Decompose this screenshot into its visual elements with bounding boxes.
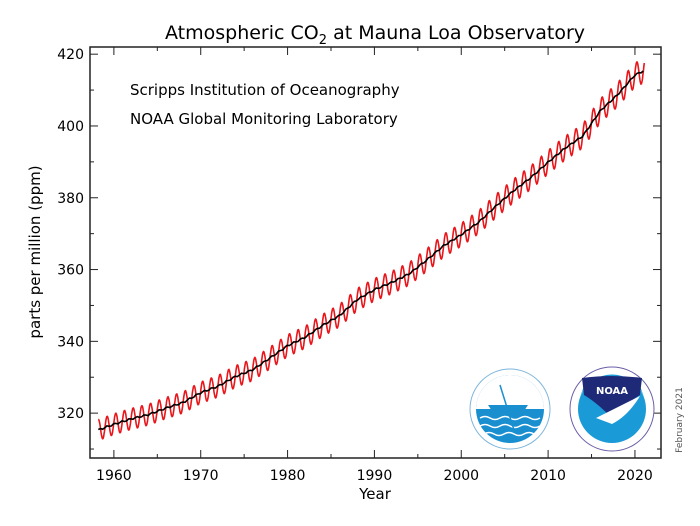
trend-co2-line: [97, 70, 644, 431]
plot-area: 1960 1970 1980 1990 2000 2010 2020 320 340 360 380…: [57, 46, 662, 484]
y-tick-label: 360: [57, 263, 84, 279]
y-tick-label: 340: [57, 334, 84, 350]
x-tick-label: 2020: [617, 468, 653, 484]
x-tick-label: 1980: [270, 468, 306, 484]
y-tick-label: 320: [57, 406, 84, 422]
x-axis-label: Year: [358, 485, 392, 503]
x-tick-label: 1960: [96, 468, 132, 484]
date-note: February 2021: [675, 387, 685, 453]
y-axis-label: parts per million (ppm): [26, 165, 44, 338]
x-tick-label: 1990: [357, 468, 393, 484]
x-tick-label: 2000: [443, 468, 479, 484]
x-tick-label: 2010: [530, 468, 566, 484]
annotation-noaa: NOAA Global Monitoring Laboratory: [130, 110, 398, 128]
y-tick-label: 400: [57, 119, 84, 135]
y-tick-label: 380: [57, 191, 84, 207]
svg-text:NOAA: NOAA: [596, 386, 628, 397]
y-tick-label: 420: [57, 47, 84, 63]
x-tick-label: 1970: [183, 468, 219, 484]
scripps-logo: [469, 368, 551, 450]
noaa-logo: NOAA: [569, 366, 655, 452]
monthly-co2-line: [97, 60, 646, 440]
annotation-scripps: Scripps Institution of Oceanography: [130, 81, 400, 99]
plot-frame: [89, 46, 662, 459]
chart-title: Atmospheric CO2 at Mauna Loa Observatory: [165, 22, 585, 48]
